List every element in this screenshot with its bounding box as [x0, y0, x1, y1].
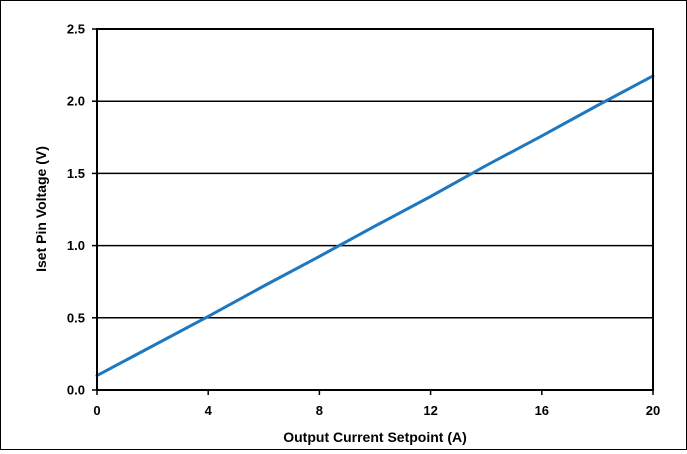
- x-tick-label-1: 4: [205, 403, 213, 418]
- y-tick-label-2: 1.0: [67, 238, 85, 253]
- y-axis-ticks: 0.0 0.5 1.0 1.5 2.0 2.5: [67, 22, 97, 398]
- x-tick-label-3: 12: [423, 403, 437, 418]
- y-axis-title: Iset Pin Voltage (V): [33, 146, 49, 272]
- x-tick-label-4: 16: [535, 403, 549, 418]
- y-tick-label-0: 0.0: [67, 383, 85, 398]
- y-tick-label-3: 1.5: [67, 166, 85, 181]
- y-tick-label-4: 2.0: [67, 94, 85, 109]
- x-axis-title: Output Current Setpoint (A): [283, 429, 467, 445]
- y-tick-label-1: 0.5: [67, 310, 85, 325]
- plot-area: [96, 28, 654, 391]
- x-axis-ticks: 0 4 8 12 16 20: [93, 390, 660, 418]
- y-tick-label-5: 2.5: [67, 22, 85, 37]
- x-tick-label-0: 0: [93, 403, 100, 418]
- series-line-0: [95, 74, 655, 378]
- gridlines: [97, 28, 653, 391]
- series-layer: [95, 74, 655, 378]
- x-tick-label-2: 8: [316, 403, 323, 418]
- x-tick-label-5: 20: [646, 403, 660, 418]
